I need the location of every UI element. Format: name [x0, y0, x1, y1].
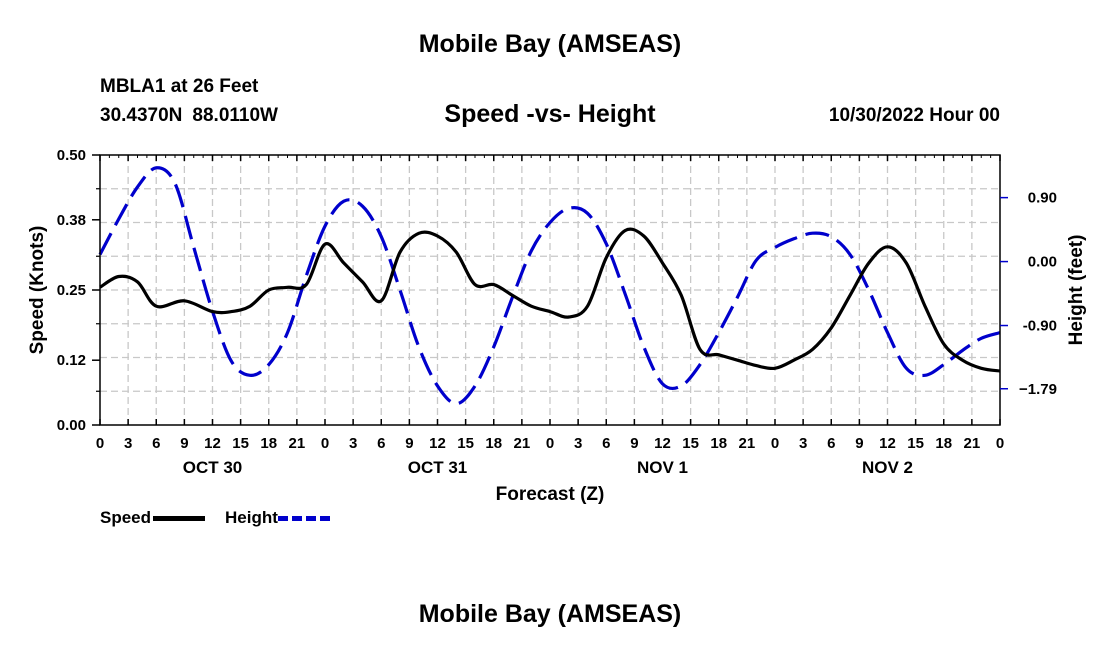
y2-axis-label: Height (feet)	[1066, 235, 1087, 346]
x-axis-label: Forecast (Z)	[496, 484, 605, 505]
day-label: NOV 2	[862, 458, 913, 477]
height-series-line	[98, 166, 1001, 406]
day-label: NOV 1	[637, 458, 688, 477]
x-tick-label: 15	[907, 435, 924, 452]
y-tick-label: 0.25	[57, 282, 86, 299]
x-tick-label: 3	[349, 435, 357, 452]
x-tick-label: 3	[124, 435, 132, 452]
x-tick-label: 0	[771, 435, 779, 452]
longitude: 88.0110W	[192, 105, 278, 126]
x-tick-label: 0	[96, 435, 104, 452]
x-tick-label: 21	[739, 435, 756, 452]
x-tick-label: 6	[602, 435, 610, 452]
day-label: OCT 31	[408, 458, 468, 477]
y-tick-label: 0.00	[57, 417, 86, 434]
x-tick-label: 6	[827, 435, 835, 452]
y2-tick-label: 0.90	[1028, 190, 1057, 207]
coordinates: 30.4370N 88.0110W	[100, 105, 278, 127]
legend-speed-label: Speed	[100, 508, 152, 527]
station-label: MBLA1 at 26 Feet	[100, 76, 259, 97]
x-tick-label: 6	[152, 435, 160, 452]
y-tick-label: 0.12	[57, 352, 86, 369]
issued-time: 10/30/2022 Hour 00	[828, 105, 1000, 126]
x-tick-label: 9	[180, 435, 188, 452]
y-tick-label: 0.38	[57, 212, 86, 229]
speed-series-line	[99, 227, 1001, 373]
y2-tick-label: 0.00	[1028, 254, 1057, 271]
y-axis-label: Speed (Knots)	[27, 226, 48, 355]
x-tick-label: 18	[485, 435, 502, 452]
grid	[100, 155, 1000, 425]
x-tick-label: 0	[321, 435, 329, 452]
x-tick-label: 9	[630, 435, 638, 452]
x-tick-label: 15	[682, 435, 699, 452]
legend-height-label: Height	[225, 508, 278, 527]
x-tick-label: 15	[457, 435, 474, 452]
x-tick-label: 12	[879, 435, 896, 452]
x-tick-label: 6	[377, 435, 385, 452]
x-tick-label: 0	[546, 435, 554, 452]
x-tick-label: 15	[232, 435, 249, 452]
x-tick-label: 0	[996, 435, 1004, 452]
x-tick-label: 21	[289, 435, 306, 452]
main-title: Mobile Bay (AMSEAS)	[418, 30, 682, 58]
x-tick-label: 12	[204, 435, 221, 452]
x-tick-label: 3	[799, 435, 807, 452]
day-label: OCT 30	[183, 458, 243, 477]
y2-tick-label: -0.90	[1023, 318, 1057, 335]
series-layer	[98, 166, 1001, 406]
chart-subtitle: Speed -vs- Height	[444, 100, 656, 128]
x-tick-label: 12	[429, 435, 446, 452]
x-tick-label: 18	[260, 435, 277, 452]
x-tick-label: 18	[935, 435, 952, 452]
y2-tick-label: −1.79	[1019, 381, 1057, 398]
legend: Speed Height	[100, 508, 350, 528]
latitude: 30.4370N	[100, 105, 183, 126]
footer-title: Mobile Bay (AMSEAS)	[418, 600, 682, 628]
x-tick-label: 3	[574, 435, 582, 452]
legend-height-swatch	[277, 515, 330, 521]
x-tick-label: 18	[710, 435, 727, 452]
axes: 0 3 6 9 12 15 18 21 0 3 6 9 12 15 18 21 0 3 6 9 12 15 18 21 0 3 6 9…	[27, 147, 1087, 505]
x-tick-label: 9	[855, 435, 863, 452]
x-tick-label: 21	[964, 435, 981, 452]
x-tick-label: 12	[654, 435, 671, 452]
x-tick-label: 9	[405, 435, 413, 452]
y-tick-label: 0.50	[57, 147, 86, 164]
legend-speed-swatch	[153, 515, 206, 521]
x-tick-label: 21	[514, 435, 531, 452]
